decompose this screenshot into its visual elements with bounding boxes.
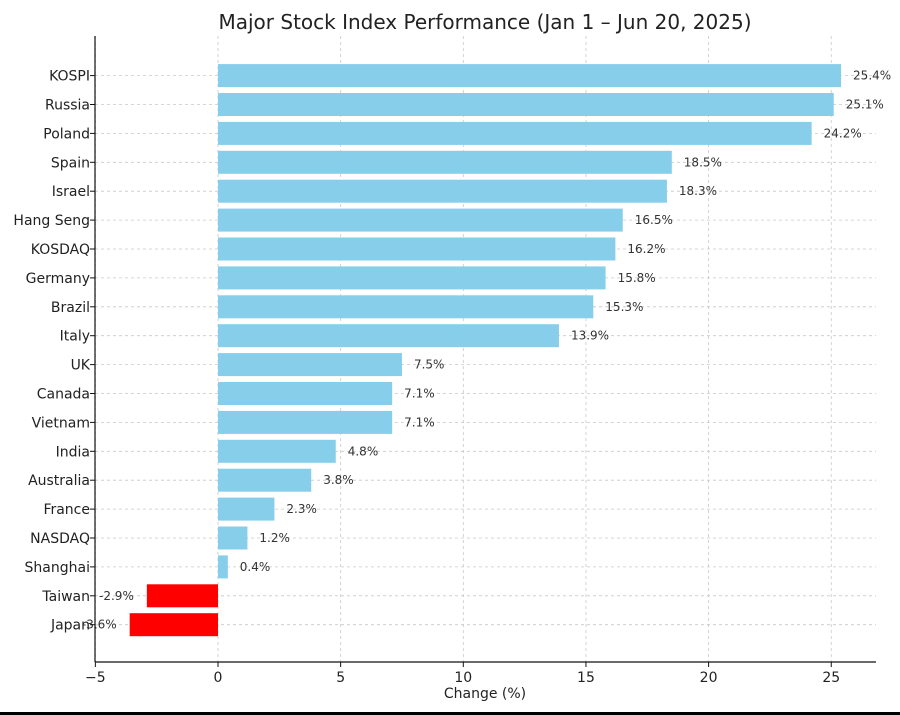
data-label: 15.3%: [605, 300, 643, 314]
data-label: 3.8%: [323, 473, 354, 487]
data-label: 18.3%: [679, 184, 717, 198]
bar-taiwan: [146, 584, 218, 608]
x-tick-label: 15: [577, 670, 595, 686]
x-tick-label: −5: [85, 670, 106, 686]
bar-australia: [218, 468, 312, 492]
data-label: 24.2%: [824, 126, 862, 140]
y-tick-label: Canada: [37, 387, 90, 403]
data-label: 0.4%: [240, 560, 271, 574]
bar-israel: [218, 179, 667, 203]
data-label: 1.2%: [259, 531, 290, 545]
data-label: 4.8%: [348, 444, 379, 458]
data-label: -2.9%: [99, 589, 134, 603]
bar-russia: [218, 93, 834, 116]
y-tick-labels: KOSPI Russia Poland Spain Israel Hang Seng KOS…: [13, 69, 95, 634]
x-tick-label: 10: [454, 670, 472, 686]
data-label: 15.8%: [618, 271, 656, 285]
data-label: 25.4%: [853, 69, 891, 83]
y-tick-label: Brazil: [51, 300, 90, 316]
y-tick-label: Shanghai: [25, 560, 90, 576]
y-tick-label: Australia: [28, 473, 90, 489]
x-tick-label: 0: [214, 670, 223, 686]
y-tick-label: Hang Seng: [13, 213, 90, 229]
chart-title: Major Stock Index Performance (Jan 1 – J…: [218, 10, 751, 34]
x-tick-labels: −5 0 5 10 15 20 25: [85, 662, 840, 686]
y-tick-label: KOSDAQ: [31, 242, 90, 258]
data-labels: 25.4% 25.1% 24.2% 18.5% 18.3% 16.5% 16.2% 15.8%…: [82, 69, 891, 632]
bar-brazil: [218, 295, 594, 319]
y-tick-label: KOSPI: [49, 69, 90, 85]
bar-kosdaq: [218, 237, 616, 261]
data-label: 25.1%: [846, 98, 884, 112]
data-label: 16.5%: [635, 213, 673, 227]
x-tick-label: 20: [700, 670, 718, 686]
y-tick-label: Spain: [51, 155, 90, 171]
y-tick-label: India: [56, 444, 90, 460]
data-label: -3.6%: [82, 618, 117, 632]
bar-india: [218, 439, 336, 463]
y-tick-label: Poland: [43, 126, 90, 142]
y-tick-label: France: [43, 502, 90, 518]
y-tick-label: Israel: [52, 184, 90, 200]
data-label: 16.2%: [627, 242, 665, 256]
bar-italy: [218, 324, 559, 348]
data-label: 2.3%: [286, 502, 317, 516]
bar-uk: [218, 353, 402, 377]
y-tick-label: UK: [71, 358, 91, 374]
data-label: 7.1%: [404, 415, 435, 429]
y-tick-label: Germany: [26, 271, 90, 287]
bar-germany: [218, 266, 606, 290]
bar-france: [218, 497, 275, 521]
y-tick-label: Italy: [60, 329, 90, 345]
bar-poland: [218, 121, 812, 145]
data-label: 7.1%: [404, 387, 435, 401]
y-tick-label: Japan: [50, 618, 90, 634]
x-tick-label: 5: [336, 670, 345, 686]
data-label: 18.5%: [684, 155, 722, 169]
bar-kospi: [218, 64, 842, 88]
bar-spain: [218, 150, 672, 174]
x-axis-label: Change (%): [444, 686, 526, 702]
x-tick-label: 25: [822, 670, 840, 686]
bars: [129, 64, 842, 637]
data-label: 7.5%: [414, 358, 445, 372]
y-tick-label: Taiwan: [41, 589, 90, 605]
data-label: 13.9%: [571, 329, 609, 343]
bar-nasdaq: [218, 526, 248, 550]
y-tick-label: NASDAQ: [30, 531, 90, 547]
y-tick-label: Russia: [45, 98, 90, 114]
bar-vietnam: [218, 410, 393, 434]
y-tick-label: Vietnam: [32, 415, 90, 431]
bar-canada: [218, 382, 393, 405]
bar-shanghai: [218, 555, 228, 579]
bar-hang-seng: [218, 208, 623, 232]
bar-japan: [129, 613, 218, 637]
